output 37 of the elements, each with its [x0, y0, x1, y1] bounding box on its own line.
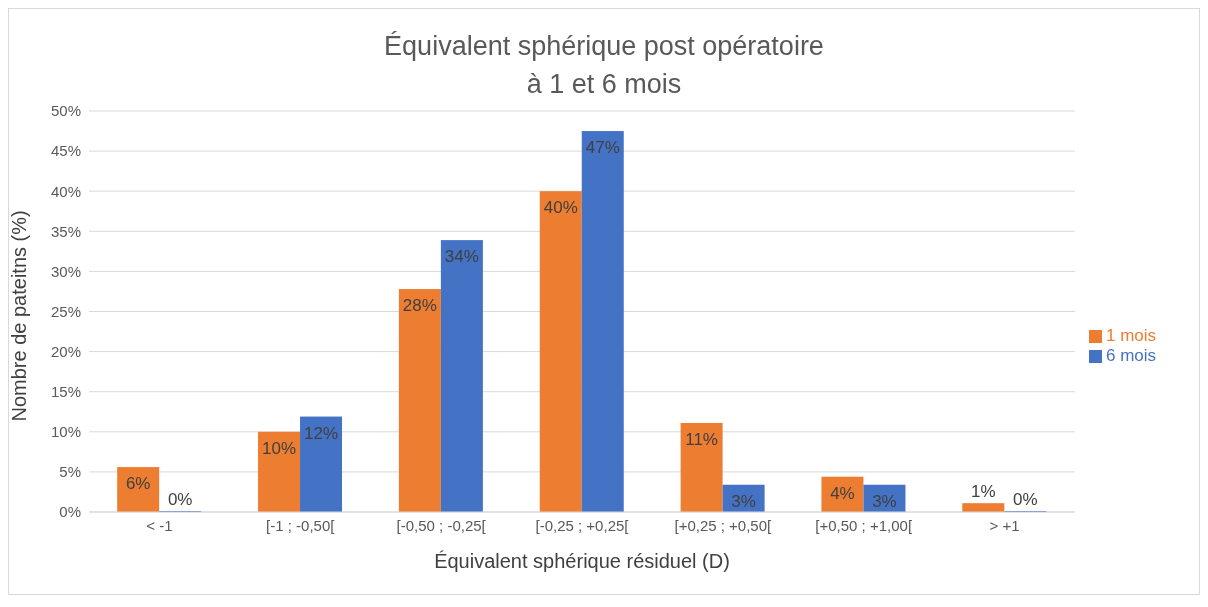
- y-tick-label: 20%: [50, 342, 81, 360]
- data-label: 0%: [167, 490, 193, 509]
- y-tick-label: 25%: [50, 302, 81, 320]
- data-label: 0%: [1013, 490, 1038, 509]
- y-tick-label: 15%: [50, 383, 81, 401]
- x-tick-label: [-0,25 ; +0,25[: [535, 516, 630, 534]
- data-label: 4%: [830, 483, 855, 503]
- y-tick-label: 0%: [59, 503, 81, 521]
- data-label: 34%: [444, 247, 479, 267]
- legend-label: 1 mois: [1106, 325, 1157, 345]
- data-label: 40%: [543, 198, 578, 218]
- data-label: 1%: [971, 482, 996, 502]
- chart-title: Équivalent sphérique post opératoire à 1 et 6 mois: [383, 30, 825, 101]
- y-tick-label: 40%: [50, 182, 81, 200]
- x-tick-label: [-1 ; -0,50[: [266, 516, 336, 534]
- data-label: 3%: [872, 491, 897, 511]
- data-label: 47%: [585, 138, 620, 158]
- y-tick-label: 45%: [50, 142, 81, 160]
- x-tick-label: [-0,50 ; -0,25[: [396, 516, 487, 534]
- y-tick-label: 30%: [50, 262, 81, 280]
- y-axis-title: Nombre de pateitns (%): [8, 210, 31, 422]
- data-label: 28%: [402, 296, 437, 316]
- y-tick-label: 10%: [50, 423, 81, 441]
- data-label: 6%: [125, 474, 151, 494]
- data-label: 12%: [304, 423, 339, 443]
- data-label: 3%: [731, 491, 756, 511]
- y-tick-label: 50%: [50, 102, 81, 120]
- x-tick-label: [+0,25 ; +0,50[: [674, 516, 773, 534]
- x-axis-title: Équivalent sphérique résiduel (D): [434, 550, 730, 572]
- x-tick-label: [+0,50 ; +1,00[: [815, 516, 913, 534]
- data-label: 11%: [685, 429, 718, 449]
- legend-label: 6 mois: [1106, 345, 1157, 365]
- y-tick-label: 5%: [59, 463, 81, 481]
- x-tick-label: < -1: [146, 516, 173, 534]
- data-label: 10%: [262, 438, 297, 458]
- y-tick-label: 35%: [50, 222, 81, 240]
- x-tick-label: > +1: [989, 516, 1020, 534]
